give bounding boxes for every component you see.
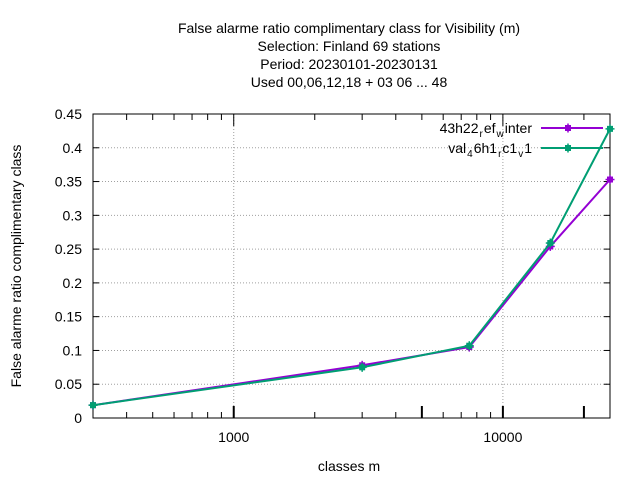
grid: [93, 114, 610, 418]
series-line: [92, 178, 611, 407]
series: [88, 124, 615, 410]
legend-label-text: ef: [484, 120, 496, 136]
chart-title: False alarme ratio complimentary class f…: [178, 20, 520, 90]
legend-label-subscript: w: [496, 129, 505, 140]
x-tick-label: 10000: [483, 429, 522, 445]
legend-label-subscript: 4: [467, 149, 473, 160]
y-tick-label: 0.35: [55, 174, 82, 190]
series-2: [88, 124, 615, 410]
legend-label-base: val: [448, 140, 466, 156]
legend-label: 43h22refwinter: [440, 120, 533, 140]
plot-frame: [92, 113, 611, 419]
x-axis-label: classes m: [318, 458, 380, 474]
series-line: [92, 128, 611, 407]
axes: 0 0.05 0.1 0.15 0.2 0.25 0.3 0.35 0.4 0.45 1000 100…: [55, 106, 611, 445]
legend-label-text: c1: [502, 140, 517, 156]
y-tick-label: 0.15: [55, 309, 82, 325]
title-line: Period: 20230101-20230131: [260, 56, 438, 72]
legend-label-subscript: r: [480, 129, 484, 140]
y-tick-label: 0.05: [55, 376, 82, 392]
legend-label-text: 6h1: [474, 140, 498, 156]
title-line: Selection: Finland 69 stations: [258, 38, 441, 54]
legend-label-subscript: v: [518, 149, 523, 160]
legend-label-text: inter: [505, 120, 533, 136]
title-line: Used 00,06,12,18 + 03 06 ... 48: [251, 74, 448, 90]
y-tick-label: 0.25: [55, 241, 82, 257]
legend-label-base: 43h22: [440, 120, 479, 136]
y-tick-label: 0.1: [63, 342, 83, 358]
series-1: [88, 175, 615, 410]
y-tick-label: 0.2: [63, 275, 83, 291]
y-tick-label: 0.3: [63, 207, 83, 223]
y-axis-label: False alarme ratio complimentary class: [8, 145, 24, 388]
legend-label-text: 1: [524, 140, 532, 156]
legend-label: val46h1rc1v1: [448, 140, 532, 160]
x-tick-label: 1000: [218, 429, 249, 445]
title-line: False alarme ratio complimentary class f…: [178, 20, 520, 36]
y-tick-label: 0.45: [55, 106, 82, 122]
y-tick-label: 0: [74, 410, 82, 426]
y-tick-label: 0.4: [63, 140, 83, 156]
legend-label-subscript: r: [498, 149, 502, 160]
